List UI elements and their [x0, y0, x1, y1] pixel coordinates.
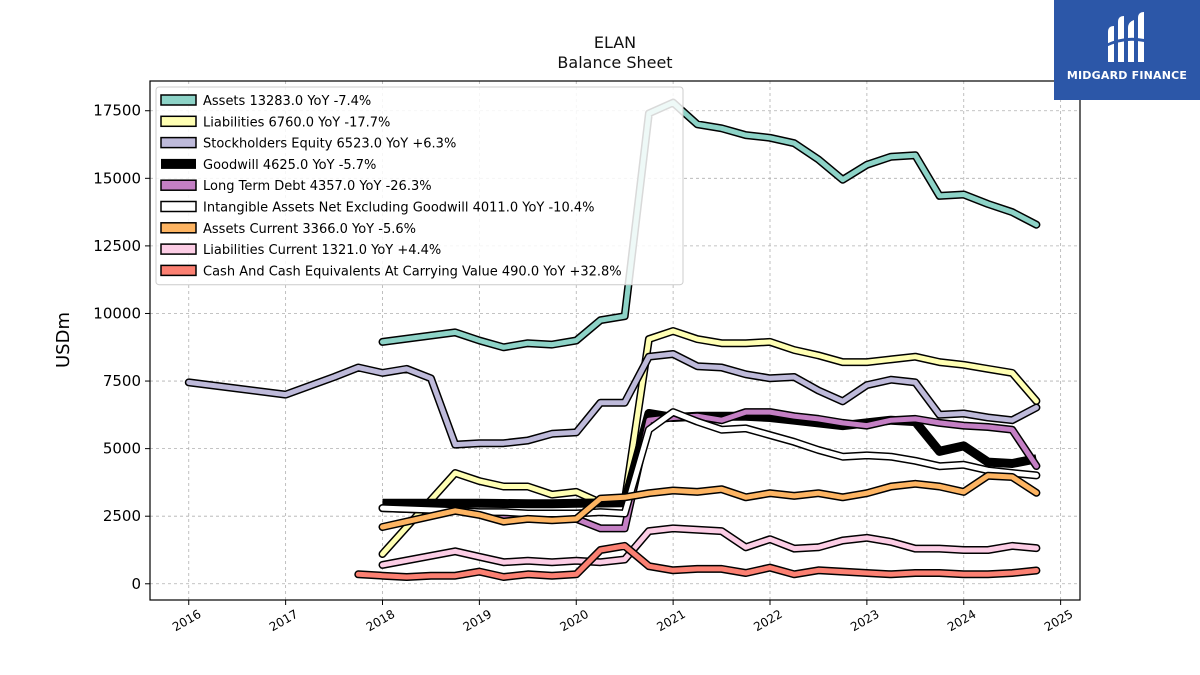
legend-swatch: [161, 158, 196, 169]
x-tick-label: 2020: [558, 607, 591, 634]
chart-subtitle: Balance Sheet: [557, 53, 673, 72]
brand-mark-icon: [1106, 12, 1148, 62]
legend: Assets 13283.0 YoY -7.4% Liabilities 6760…: [155, 86, 684, 286]
legend-swatch: [160, 222, 197, 234]
legend-label: Assets Current 3366.0 YoY -5.6%: [203, 222, 416, 237]
legend-swatch: [160, 94, 197, 106]
brand-name: MIDGARD FINANCE: [1066, 69, 1188, 82]
series-outline-stockholders-equity: [184, 350, 1041, 449]
x-tick-label: 2017: [267, 607, 300, 634]
legend-label: Intangible Assets Net Excluding Goodwill…: [203, 201, 594, 216]
series-line-intangible-assets-net-excluding-goodwill: [380, 409, 1039, 516]
plot-frame: [149, 80, 1081, 601]
y-tick-label: 0: [131, 575, 141, 593]
x-tick-label: 2019: [461, 607, 494, 634]
legend-swatch: [160, 115, 197, 128]
x-tick-label: 2022: [751, 607, 784, 634]
series-line-liabilities: [380, 328, 1039, 557]
brand-logo: MIDGARD FINANCE: [1054, 0, 1200, 100]
x-tick-label: 2016: [170, 607, 203, 634]
series-group: [184, 98, 1041, 581]
x-tick-label: 2021: [654, 607, 687, 634]
x-tick-label: 2024: [945, 607, 978, 634]
series-line-assets: [380, 100, 1039, 350]
y-tick-label: 17500: [93, 102, 141, 120]
legend-swatch: [160, 200, 197, 213]
series-line-liabilities-current: [380, 525, 1039, 568]
legend-swatch: [160, 179, 197, 191]
y-tick-label: 12500: [93, 237, 141, 255]
y-tick-label: 5000: [103, 440, 141, 458]
chart-title: ELAN: [593, 33, 637, 52]
legend-label: Liabilities Current 1321.0 YoY +4.4%: [203, 243, 441, 258]
legend-label: Assets 13283.0 YoY -7.4%: [203, 94, 371, 109]
legend-swatch: [160, 243, 197, 255]
y-tick-label: 2500: [103, 507, 141, 525]
legend-label: Goodwill 4625.0 YoY -5.7%: [203, 158, 376, 173]
legend-label: Stockholders Equity 6523.0 YoY +6.3%: [203, 137, 456, 152]
series-line-stockholders-equity: [186, 351, 1039, 448]
y-tick-label: 7500: [103, 372, 141, 390]
x-tick-label: 2023: [848, 607, 881, 634]
y-axis-label: USDm: [53, 312, 74, 368]
y-tick-label: 10000: [93, 304, 141, 322]
legend-label: Liabilities 6760.0 YoY -17.7%: [203, 115, 390, 130]
x-axis: 2016 2017 2018 2019 2020 2021 2022 2023 2024 2025: [170, 600, 1075, 634]
y-tick-label: 15000: [93, 169, 141, 187]
x-tick-label: 2018: [364, 607, 397, 634]
legend-label: Cash And Cash Equivalents At Carrying Va…: [203, 264, 622, 279]
x-tick-label: 2025: [1042, 607, 1075, 634]
legend-swatch: [160, 136, 197, 149]
series-line-cash-and-cash-equivalents-at-carrying-value: [355, 543, 1039, 580]
y-axis: 0 2500 5000 7500 10000 12500 15000 17500: [93, 102, 150, 593]
legend-box: [155, 86, 684, 286]
legend-label: Long Term Debt 4357.0 YoY -26.3%: [203, 179, 432, 194]
series-line-assets-current: [380, 473, 1039, 530]
legend-swatch: [160, 264, 197, 277]
